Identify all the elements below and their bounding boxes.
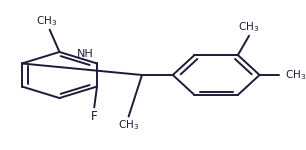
Text: CH$_3$: CH$_3$ xyxy=(285,68,306,82)
Text: NH: NH xyxy=(76,49,93,59)
Text: CH$_3$: CH$_3$ xyxy=(118,118,139,132)
Text: CH$_3$: CH$_3$ xyxy=(238,20,260,34)
Text: CH$_3$: CH$_3$ xyxy=(36,14,58,28)
Text: F: F xyxy=(91,110,98,123)
